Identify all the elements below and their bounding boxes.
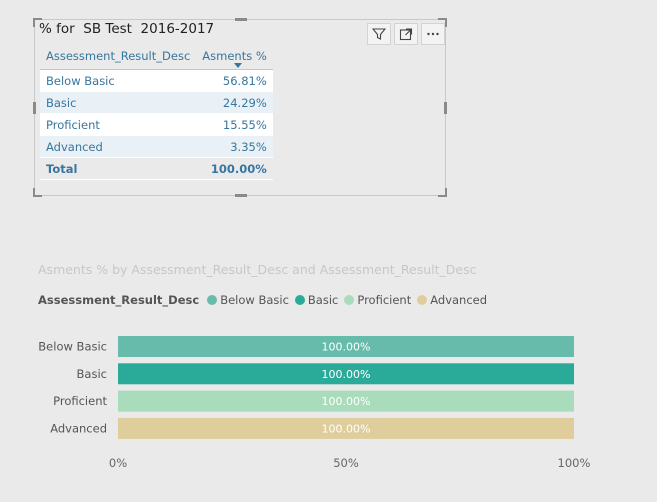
legend-title: Assessment_Result_Desc: [38, 293, 200, 307]
total-label: Total: [40, 157, 197, 180]
row-label: Proficient: [40, 113, 197, 136]
chart-legend: Assessment_Result_Desc Below Basic Basic…: [38, 293, 493, 307]
x-tick-label: 50%: [333, 456, 359, 470]
legend-swatch: [294, 295, 305, 305]
total-value: 100.00%: [196, 157, 273, 180]
sort-descending-icon: [233, 63, 242, 68]
bar-basic[interactable]: [118, 363, 574, 385]
resize-corner-tl[interactable]: [33, 18, 42, 27]
table-row[interactable]: Proficient 15.55%: [40, 113, 273, 136]
legend-label: Basic: [307, 293, 339, 307]
category-label: Below Basic: [38, 340, 107, 354]
resize-corner-tr[interactable]: [438, 18, 447, 27]
row-value: 3.35%: [196, 135, 273, 158]
legend-item-proficient[interactable]: Proficient: [344, 293, 411, 307]
result-table: Assessment_Result_Desc Asments % Below B…: [40, 43, 273, 180]
data-label: 100.00%: [322, 341, 371, 354]
column-header-asments-pct[interactable]: Asments %: [196, 43, 273, 70]
x-tick-label: 0%: [109, 456, 127, 470]
bar-below-basic[interactable]: [118, 336, 574, 357]
legend-label: Below Basic: [220, 293, 289, 307]
more-options-icon[interactable]: [421, 23, 445, 45]
bar-proficient[interactable]: [118, 390, 574, 412]
table-row[interactable]: Below Basic 56.81%: [40, 69, 273, 92]
visual-header-icons: [364, 23, 445, 45]
row-label: Basic: [40, 91, 197, 114]
table-visual[interactable]: % for SB Test 2016-2017 Assessment_Resul…: [33, 18, 447, 197]
resize-handle-right[interactable]: [444, 102, 447, 114]
legend-label: Proficient: [357, 293, 412, 307]
row-value: 15.55%: [196, 113, 273, 136]
column-header-label: Asments %: [202, 49, 267, 63]
category-label: Advanced: [50, 421, 107, 435]
legend-swatch: [207, 295, 218, 305]
category-label: Basic: [77, 367, 107, 381]
legend-label: Advanced: [430, 293, 488, 307]
focus-mode-icon[interactable]: [394, 23, 418, 45]
legend-item-below-basic[interactable]: Below Basic: [207, 293, 289, 307]
legend-swatch: [344, 295, 355, 305]
row-value: 24.29%: [196, 91, 273, 114]
table-row[interactable]: Basic 24.29%: [40, 91, 273, 114]
x-tick-label: 100%: [558, 456, 591, 470]
row-value: 56.81%: [196, 69, 273, 92]
resize-handle-left[interactable]: [33, 102, 36, 114]
filter-icon[interactable]: [367, 23, 391, 45]
data-label: 100.00%: [322, 422, 371, 435]
table-row[interactable]: Advanced 3.35%: [40, 135, 273, 158]
legend-item-basic[interactable]: Basic: [294, 293, 339, 307]
category-label: Proficient: [53, 394, 107, 408]
data-label: 100.00%: [322, 368, 371, 381]
column-header-assessment-result-desc[interactable]: Assessment_Result_Desc: [40, 43, 197, 70]
row-label: Advanced: [40, 135, 197, 158]
bar-chart: Below Basic 100.00% Basic 100.00% Proficient…: [38, 336, 591, 470]
total-row: Total 100.00%: [40, 157, 273, 180]
legend-swatch: [417, 295, 428, 305]
resize-handle-top[interactable]: [235, 18, 247, 21]
chart-title: Asments % by Assessment_Result_Desc and …: [38, 262, 477, 277]
resize-handle-bottom[interactable]: [235, 194, 247, 197]
row-label: Below Basic: [40, 69, 197, 92]
legend-item-advanced[interactable]: Advanced: [417, 293, 487, 307]
table-visual-title: % for SB Test 2016-2017: [39, 21, 215, 37]
bar-advanced[interactable]: [118, 417, 574, 439]
resize-corner-br[interactable]: [438, 188, 447, 197]
data-label: 100.00%: [322, 395, 371, 408]
resize-corner-bl[interactable]: [33, 188, 42, 197]
